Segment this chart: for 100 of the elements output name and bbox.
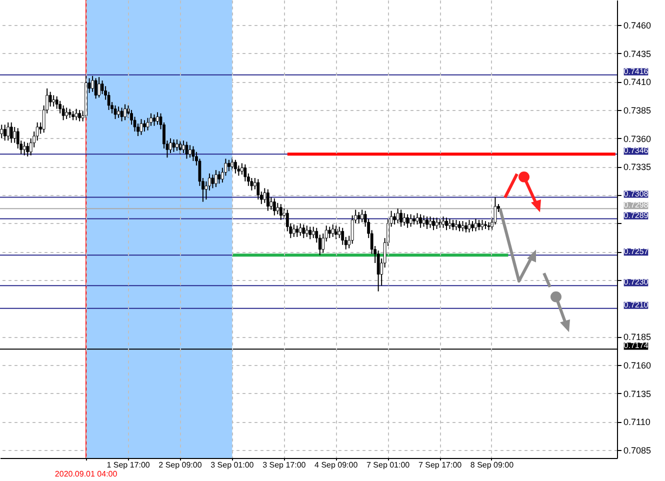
candlestick: [448, 218, 452, 230]
candlestick: [6, 122, 10, 142]
candlestick: [146, 117, 150, 131]
y-tick-label: 0.7360: [624, 134, 652, 144]
candlestick: [445, 217, 448, 231]
ref-line-label: 0.7346: [624, 146, 649, 156]
candlestick: [338, 226, 341, 239]
candlestick: [48, 91, 52, 108]
candlestick: [331, 224, 334, 238]
candlestick: [464, 222, 468, 233]
candlestick: [376, 250, 380, 292]
candlestick: [402, 212, 406, 226]
y-tick-label: 0.7110: [624, 417, 650, 428]
candlestick: [52, 94, 56, 108]
candlestick: [240, 162, 244, 176]
candlestick: [334, 225, 338, 240]
candlestick: [65, 107, 68, 120]
x-tick-label: 2 Sep 09:00: [158, 460, 202, 470]
candlestick: [169, 138, 172, 154]
candlestick: [419, 214, 422, 228]
x-tick-label: 2020.09.01 04:00: [54, 470, 118, 478]
candlestick: [26, 142, 30, 157]
ref-line-label: 0.7174: [624, 341, 649, 350]
candlestick: [143, 120, 146, 132]
x-tick-label: 3 Sep 01:00: [210, 460, 254, 470]
candlestick: [22, 141, 26, 156]
candlestick: [468, 219, 471, 233]
candlestick: [412, 214, 416, 225]
candlestick: [409, 214, 412, 228]
candlestick: [172, 138, 176, 152]
candlestick: [454, 219, 458, 231]
candlestick: [185, 141, 188, 160]
candlestick: [298, 222, 302, 236]
candlestick: [360, 209, 364, 223]
y-tick-label: 0.7135: [624, 388, 652, 399]
candlestick: [400, 209, 402, 228]
candlestick: [471, 220, 474, 232]
ref-line-label: 0.7416: [624, 66, 649, 76]
candlestick: [120, 107, 124, 122]
candlestick: [117, 106, 120, 118]
candlestick: [114, 104, 117, 120]
candlestick: [393, 212, 396, 225]
y-tick-label: 0.7410: [624, 77, 652, 88]
candlestick: [62, 104, 65, 121]
ref-line-label: 0.7298: [624, 200, 649, 210]
candlestick: [234, 159, 237, 174]
ref-line-label: 0.7230: [624, 278, 649, 287]
candlestick: [432, 217, 435, 231]
candlestick: [256, 178, 260, 200]
candlestick: [74, 108, 78, 121]
candlestick: [426, 216, 428, 230]
candlestick: [270, 196, 273, 210]
y-tick-label: 0.7460: [624, 20, 652, 30]
y-tick-label: 0.7385: [624, 105, 652, 116]
candlestick: [3, 124, 6, 142]
x-tick-label: 4 Sep 09:00: [314, 460, 358, 470]
x-tick-label: 1 Sep 17:00: [106, 460, 150, 470]
candlestick: [396, 208, 400, 224]
y-tick-label: 0.7435: [624, 48, 652, 59]
candlestick: [152, 114, 156, 126]
candlestick: [68, 108, 72, 118]
candlestick: [458, 220, 461, 232]
candlestick: [140, 118, 143, 136]
candlestick: [188, 144, 192, 158]
ref-line-label: 0.7210: [624, 300, 649, 310]
candlestick: [452, 219, 454, 231]
candlestick: [328, 226, 332, 239]
candlestick: [305, 225, 308, 238]
candlestick: [176, 138, 178, 152]
candlestick: [13, 126, 16, 144]
y-tick-label: 0.7185: [624, 332, 652, 342]
candlestick: [211, 174, 214, 189]
candlestick: [214, 170, 218, 188]
candlestick: [91, 75, 94, 92]
candlestick: [272, 198, 276, 216]
candlestick: [250, 177, 254, 191]
x-tick-label: 7 Sep 01:00: [366, 460, 410, 470]
candlestick: [341, 227, 344, 246]
candlestick: [478, 219, 480, 231]
candlestick: [55, 96, 58, 110]
candlestick: [296, 225, 299, 238]
candlestick: [422, 214, 426, 228]
candlestick: [292, 224, 296, 238]
candlestick: [10, 122, 13, 144]
candlestick: [276, 202, 280, 215]
candlestick: [308, 226, 312, 240]
candlestick: [218, 170, 221, 184]
candlestick: [98, 76, 100, 98]
candlestick: [416, 212, 419, 225]
candlestick: [227, 159, 230, 172]
candlestick: [244, 164, 247, 182]
x-tick-label: 7 Sep 17:00: [418, 460, 462, 470]
candlestick: [480, 219, 484, 231]
candlestick: [406, 214, 409, 228]
candlestick: [72, 110, 75, 121]
ref-line-label: 0.7308: [624, 189, 649, 198]
y-tick-label: 0.7160: [624, 360, 652, 371]
candlestick: [94, 78, 98, 100]
candlestick: [150, 112, 152, 126]
candlestick: [474, 218, 478, 232]
